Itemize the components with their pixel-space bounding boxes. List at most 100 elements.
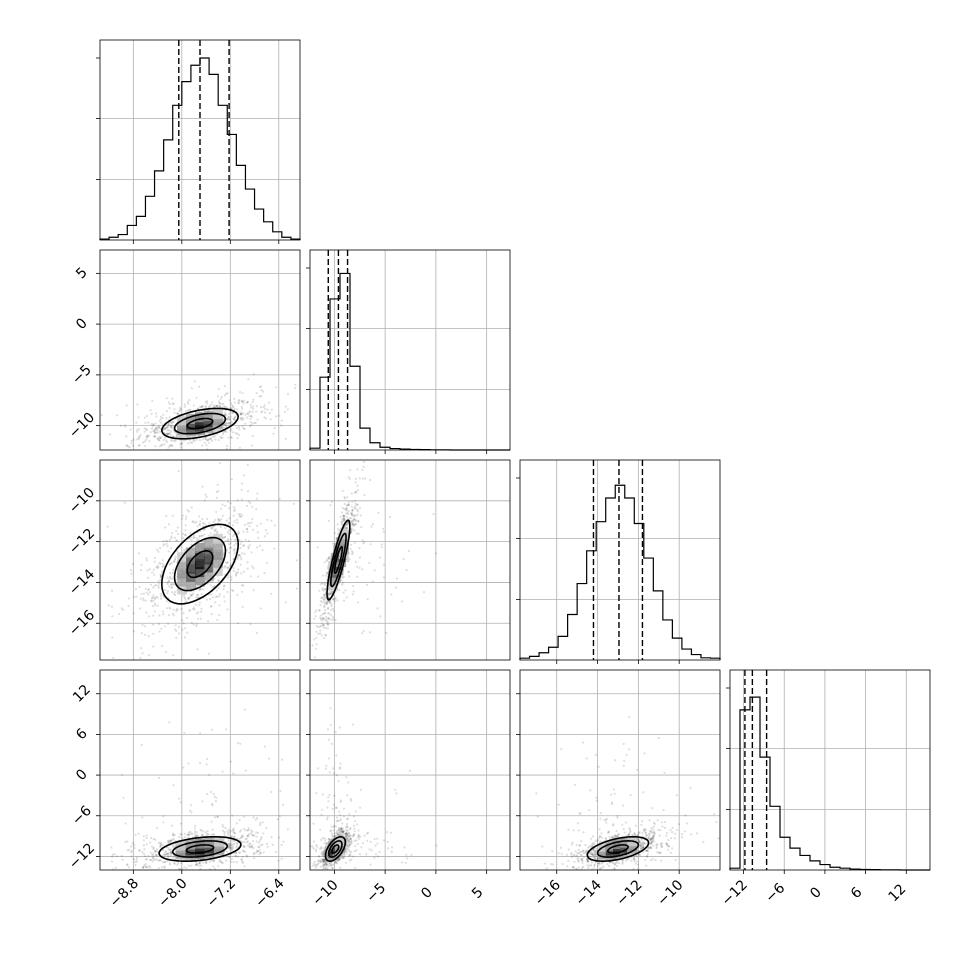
scatter-point: [171, 582, 174, 585]
scatter-point: [159, 592, 162, 596]
scatter-point: [582, 856, 585, 859]
scatter-point: [402, 557, 405, 561]
scatter-point: [347, 845, 350, 848]
scatter-point: [341, 518, 344, 521]
scatter-point: [319, 828, 322, 831]
scatter-point: [174, 624, 177, 627]
scatter-point: [158, 859, 161, 862]
scatter-point: [111, 855, 114, 858]
scatter-point: [156, 431, 159, 434]
scatter-point: [165, 417, 168, 420]
scatter-point: [347, 839, 350, 842]
scatter-point: [188, 537, 192, 540]
scatter-point: [178, 836, 181, 839]
scatter-point: [362, 460, 366, 463]
scatter-point: [353, 820, 357, 823]
scatter-point: [354, 523, 357, 526]
scatter-point: [325, 571, 328, 574]
scatter-point: [135, 860, 138, 863]
scatter-point: [342, 519, 345, 523]
scatter-point: [326, 816, 329, 819]
scatter-point: [201, 833, 204, 836]
scatter-point: [221, 770, 224, 773]
scatter-points: [535, 715, 720, 870]
scatter-point: [328, 612, 331, 615]
contour-line: [158, 836, 242, 862]
scatter-point: [165, 397, 168, 400]
scatter-point: [166, 607, 169, 610]
scatter-point: [142, 853, 146, 856]
scatter-point: [67, 755, 69, 757]
scatter-point: [329, 504, 332, 507]
scatter-point: [240, 590, 244, 593]
scatter-point: [281, 803, 285, 806]
scatter-point: [586, 857, 589, 861]
scatter-point: [152, 632, 155, 635]
scatter-point: [348, 859, 351, 862]
scatter-point: [352, 590, 355, 593]
scatter-point: [188, 877, 190, 879]
density-cell: [185, 839, 196, 850]
scatter-point: [176, 539, 179, 542]
scatter-point: [167, 846, 170, 850]
scatter-point: [323, 848, 326, 852]
scatter-point: [341, 822, 344, 825]
scatter-point: [334, 874, 336, 876]
scatter-point: [622, 742, 625, 746]
scatter-point: [162, 540, 165, 543]
scatter-point: [324, 588, 327, 591]
scatter-point: [244, 838, 247, 841]
scatter-point: [330, 618, 333, 622]
scatter-point: [157, 566, 160, 569]
scatter-point: [327, 738, 330, 741]
scatter-point: [342, 514, 345, 517]
scatter-point: [422, 591, 426, 594]
scatter-point: [225, 519, 228, 522]
scatter-point: [237, 401, 240, 404]
scatter-point: [330, 832, 333, 835]
scatter-point: [226, 561, 229, 565]
scatter-point: [323, 863, 326, 866]
scatter-point: [284, 405, 287, 408]
scatter-point: [328, 793, 331, 796]
scatter-point: [715, 820, 718, 824]
scatter-point: [205, 495, 208, 499]
scatter-point: [166, 432, 169, 435]
contour-line: [173, 536, 227, 592]
scatter-point: [213, 435, 216, 438]
scatter-point: [230, 402, 233, 405]
scatter-point: [249, 845, 253, 848]
scatter-point: [365, 853, 368, 856]
density-cell: [195, 575, 205, 586]
scatter-point: [324, 863, 327, 866]
scatter-point: [331, 867, 334, 870]
scatter-point: [164, 539, 167, 543]
scatter-point: [322, 626, 325, 629]
scatter-point: [350, 834, 353, 837]
scatter-point: [341, 831, 344, 834]
y-tick-label: −16: [66, 607, 98, 639]
scatter-point: [322, 617, 325, 620]
scatter-point: [607, 830, 610, 833]
scatter-point: [175, 435, 178, 438]
scatter-point: [256, 531, 259, 534]
scatter-point: [159, 845, 162, 848]
scatter-point: [346, 522, 349, 525]
scatter-point: [169, 575, 172, 578]
scatter-point: [152, 429, 155, 432]
scatter-point: [250, 415, 253, 418]
scatter-point: [168, 407, 171, 410]
scatter-point: [333, 794, 336, 797]
scatter-point: [195, 622, 198, 626]
scatter-point: [226, 445, 229, 448]
scatter-point: [342, 517, 346, 521]
scatter-point: [170, 426, 173, 429]
scatter-point: [263, 416, 266, 419]
scatter-point: [138, 436, 141, 439]
scatter-point: [329, 864, 332, 867]
scatter-point: [198, 523, 202, 526]
scatter-point: [356, 484, 359, 487]
scatter-point: [172, 435, 176, 438]
scatter-point: [232, 772, 235, 775]
scatter-point: [340, 831, 343, 834]
